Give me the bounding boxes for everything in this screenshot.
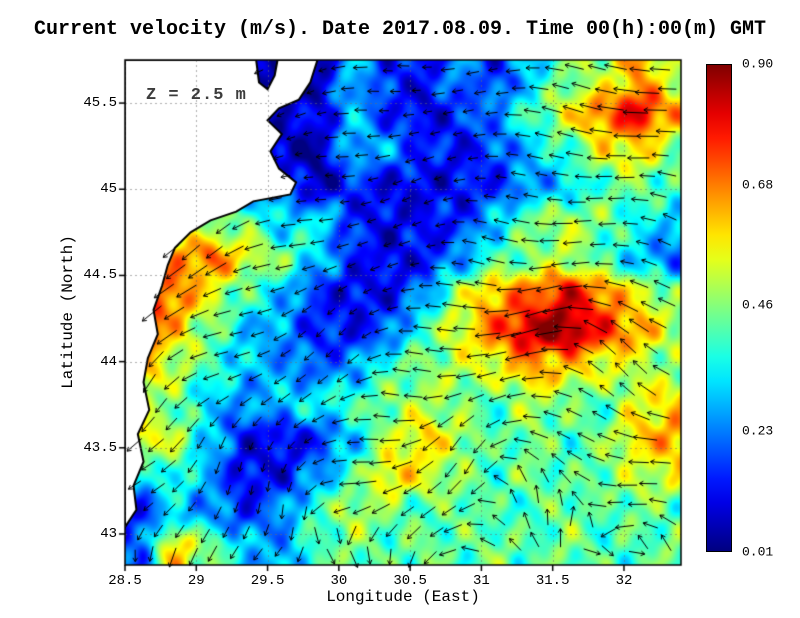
x-tick-label: 32 [615,573,633,589]
colorbar-tick-label: 0.01 [742,544,774,560]
colorbar-tick-label: 0.90 [742,56,774,72]
x-tick-label: 31.5 [535,573,570,589]
x-tick-label: 31 [473,573,490,589]
y-tick-label: 45 [100,181,117,198]
y-tick-label: 43 [100,525,117,542]
colorbar-tick-label: 0.23 [742,423,774,439]
depth-annotation: Z = 2.5 m [146,86,247,105]
y-tick-label: 44 [100,353,117,370]
x-tick-label: 29.5 [250,573,285,589]
x-tick-label: 30.5 [393,573,427,589]
y-tick-label: 43.5 [83,439,117,456]
y-tick-label: 45.5 [83,95,117,112]
colorbar [706,64,732,552]
x-axis-label: Longitude (East) [326,588,480,606]
colorbar-tick-label: 0.68 [742,177,774,193]
colorbar-tick-label: 0.46 [742,297,774,313]
y-tick-label: 44.5 [83,267,117,284]
x-tick-label: 30 [330,573,348,589]
x-tick-label: 29 [187,573,205,589]
x-tick-label: 28.5 [108,573,142,589]
